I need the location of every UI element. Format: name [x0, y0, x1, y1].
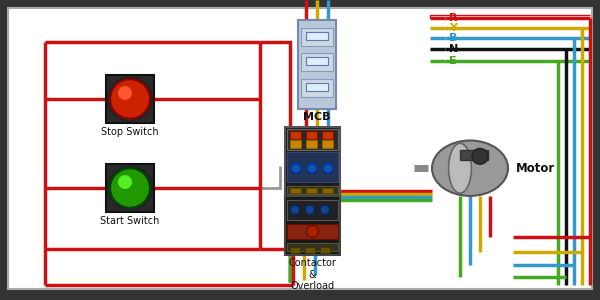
FancyBboxPatch shape — [301, 79, 333, 97]
Text: R: R — [449, 13, 458, 23]
FancyBboxPatch shape — [287, 224, 338, 239]
Circle shape — [108, 77, 152, 121]
Text: Y: Y — [449, 23, 457, 33]
FancyBboxPatch shape — [8, 8, 592, 289]
FancyBboxPatch shape — [322, 140, 333, 148]
FancyBboxPatch shape — [290, 130, 301, 139]
FancyBboxPatch shape — [287, 243, 338, 251]
Text: B: B — [449, 33, 457, 43]
FancyBboxPatch shape — [298, 20, 336, 109]
Circle shape — [110, 79, 150, 119]
FancyBboxPatch shape — [306, 32, 328, 40]
Text: Motor: Motor — [516, 162, 555, 175]
Circle shape — [472, 148, 488, 164]
Circle shape — [320, 205, 330, 215]
Circle shape — [291, 163, 301, 173]
Text: Start Switch: Start Switch — [100, 216, 160, 226]
Circle shape — [305, 205, 315, 215]
FancyBboxPatch shape — [301, 28, 333, 46]
Circle shape — [110, 168, 150, 208]
Text: N: N — [449, 44, 458, 55]
FancyBboxPatch shape — [290, 248, 300, 253]
Circle shape — [108, 166, 152, 210]
Circle shape — [118, 86, 132, 100]
Text: Stop Switch: Stop Switch — [101, 127, 159, 136]
FancyBboxPatch shape — [106, 164, 154, 212]
Text: E: E — [449, 56, 457, 66]
FancyBboxPatch shape — [322, 188, 333, 193]
Ellipse shape — [449, 143, 472, 193]
Circle shape — [307, 226, 319, 238]
FancyBboxPatch shape — [287, 186, 338, 194]
FancyBboxPatch shape — [322, 130, 333, 139]
FancyBboxPatch shape — [290, 188, 301, 193]
FancyBboxPatch shape — [287, 152, 338, 182]
Ellipse shape — [432, 140, 508, 196]
Circle shape — [323, 163, 333, 173]
FancyBboxPatch shape — [290, 140, 301, 148]
Circle shape — [307, 163, 317, 173]
Circle shape — [290, 205, 300, 215]
FancyBboxPatch shape — [306, 83, 328, 91]
FancyBboxPatch shape — [285, 196, 340, 255]
FancyBboxPatch shape — [287, 129, 338, 150]
FancyBboxPatch shape — [320, 248, 330, 253]
FancyBboxPatch shape — [460, 150, 488, 160]
FancyBboxPatch shape — [287, 200, 338, 220]
FancyBboxPatch shape — [306, 57, 328, 65]
FancyBboxPatch shape — [106, 75, 154, 123]
Text: Contactor
&
Overload: Contactor & Overload — [289, 258, 337, 291]
Circle shape — [118, 175, 132, 189]
FancyBboxPatch shape — [301, 53, 333, 71]
FancyBboxPatch shape — [306, 130, 317, 139]
FancyBboxPatch shape — [285, 127, 340, 196]
FancyBboxPatch shape — [306, 140, 317, 148]
FancyBboxPatch shape — [305, 248, 315, 253]
FancyBboxPatch shape — [306, 188, 317, 193]
Text: MCB: MCB — [303, 112, 331, 122]
